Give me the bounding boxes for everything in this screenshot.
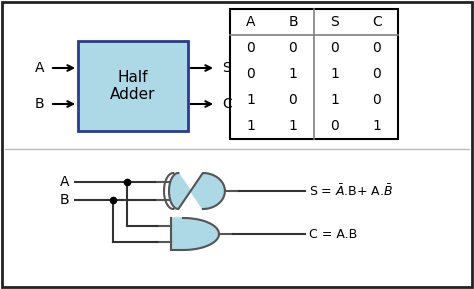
- Text: A: A: [60, 175, 69, 189]
- Text: 1: 1: [289, 67, 298, 81]
- Text: S: S: [222, 61, 231, 75]
- Text: 1: 1: [246, 119, 255, 133]
- Text: A: A: [246, 15, 256, 29]
- Text: 0: 0: [246, 67, 255, 81]
- Text: 1: 1: [373, 119, 382, 133]
- Text: 0: 0: [373, 93, 382, 107]
- Text: 0: 0: [246, 41, 255, 55]
- Text: S: S: [331, 15, 339, 29]
- Text: C: C: [372, 15, 382, 29]
- Text: B: B: [59, 193, 69, 207]
- Text: B: B: [288, 15, 298, 29]
- Polygon shape: [169, 173, 225, 209]
- Text: B: B: [35, 97, 44, 111]
- FancyBboxPatch shape: [78, 41, 188, 131]
- Text: 0: 0: [373, 41, 382, 55]
- FancyBboxPatch shape: [2, 2, 472, 287]
- Text: 1: 1: [330, 93, 339, 107]
- Text: 0: 0: [289, 93, 297, 107]
- Text: C: C: [222, 97, 232, 111]
- Text: A: A: [35, 61, 44, 75]
- Text: Half
Adder: Half Adder: [110, 70, 156, 102]
- Polygon shape: [171, 218, 219, 250]
- Text: 1: 1: [330, 67, 339, 81]
- Text: 0: 0: [373, 67, 382, 81]
- Text: C = A.B: C = A.B: [309, 227, 357, 240]
- Text: 0: 0: [331, 41, 339, 55]
- FancyBboxPatch shape: [230, 9, 398, 139]
- Text: 0: 0: [331, 119, 339, 133]
- Text: 1: 1: [246, 93, 255, 107]
- Text: 0: 0: [289, 41, 297, 55]
- Text: 1: 1: [289, 119, 298, 133]
- Text: S = $\bar{A}$.B+ A.$\bar{B}$: S = $\bar{A}$.B+ A.$\bar{B}$: [309, 183, 393, 199]
